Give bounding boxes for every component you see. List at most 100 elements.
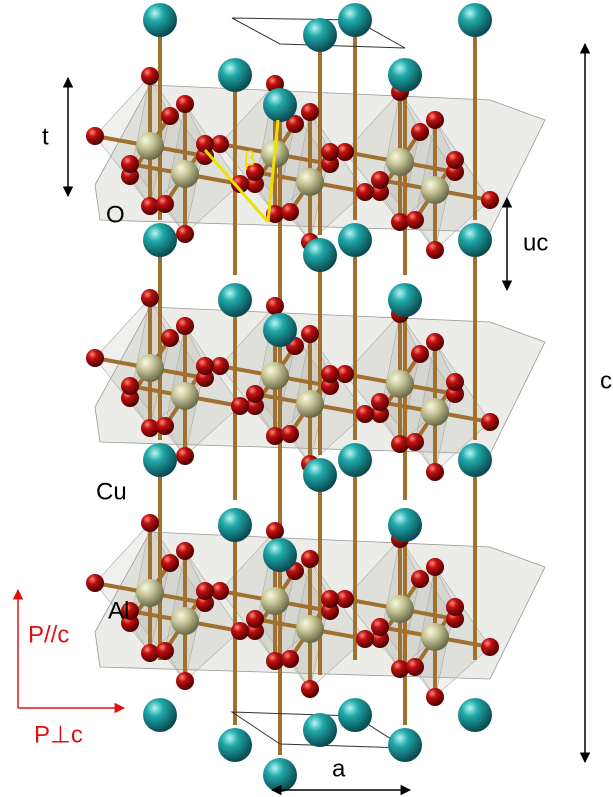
o-atom [371,171,389,189]
o-atom [86,349,104,367]
p-parallel-label: P//c [28,621,69,648]
o-atom [356,405,374,423]
o-atom [161,107,179,125]
al-atom [386,370,414,398]
atoms [86,3,546,792]
o-atom [411,570,429,588]
o-atom [336,590,354,608]
o-atom [371,393,389,411]
al-atom [386,148,414,176]
a-label: a [332,755,346,782]
o-atom [356,183,374,201]
al-atom [136,132,164,160]
cu-atom [388,283,422,317]
o-atom [266,427,284,445]
o-atom [86,127,104,145]
o-atom [176,95,194,113]
o-atom [446,151,464,169]
al-atom [136,354,164,382]
o-atom [176,447,194,465]
o-atom [481,191,499,209]
al-atom [296,390,324,418]
cu-atom [338,443,372,477]
o-atom [281,203,299,221]
uc-label: uc [523,229,548,256]
o-atom [121,377,139,395]
al-atom [386,595,414,623]
o-atom [321,143,339,161]
o-atom [141,197,159,215]
cu-atom [263,88,297,122]
cu-atom [303,238,337,272]
cu-atom [143,443,177,477]
cu-label: Cu [96,478,127,505]
o-atom [406,211,424,229]
cu-atom [143,3,177,37]
cu-atom [263,538,297,572]
al-atom [171,160,199,188]
o-atom [211,582,229,600]
cu-atom [388,508,422,542]
o-atom [356,630,374,648]
o-atom [141,289,159,307]
al-atom [261,362,289,390]
o-atom [371,618,389,636]
o-atom [141,514,159,532]
o-atom [336,143,354,161]
o-atom [156,195,174,213]
o-atom [141,67,159,85]
al-label: Al [108,597,129,624]
al-atom [421,176,449,204]
angle-line [203,149,270,223]
o-atom [176,672,194,690]
o-atom [86,574,104,592]
o-atom [446,373,464,391]
cu-atom [218,728,252,762]
o-atom [156,417,174,435]
o-atom [301,325,319,343]
o-atom [301,550,319,568]
al-atom [296,168,324,196]
o-atom [426,558,444,576]
cu-atom [218,508,252,542]
al-atom [421,398,449,426]
c-label: c [600,367,612,394]
cu-atom [218,58,252,92]
al-atom [261,587,289,615]
o-atom [156,642,174,660]
cu-atom [458,3,492,37]
o-atom [141,644,159,662]
o-atom [211,135,229,153]
o-atom [231,622,249,640]
cu-atom [458,223,492,257]
o-atom [246,610,264,628]
cu-atom [263,758,297,792]
cu-atom [458,443,492,477]
o-atom [141,419,159,437]
o-atom [446,598,464,616]
cu-atom [458,698,492,732]
o-atom [406,433,424,451]
o-atom [266,652,284,670]
cu-atom [218,283,252,317]
o-atom [196,357,214,375]
o-atom [161,329,179,347]
o-atom [426,463,444,481]
cu-atom [388,58,422,92]
cu-atom [303,18,337,52]
al-atom [421,623,449,651]
al-atom [171,607,199,635]
o-atom [301,680,319,698]
al-atom [136,579,164,607]
cu-atom [263,313,297,347]
o-atom [411,123,429,141]
o-atom [176,317,194,335]
o-atom [426,111,444,129]
o-atom [481,413,499,431]
cu-atom [143,698,177,732]
t-label: t [42,123,49,150]
cu-atom [303,458,337,492]
o-atom [406,658,424,676]
o-atom [391,660,409,678]
